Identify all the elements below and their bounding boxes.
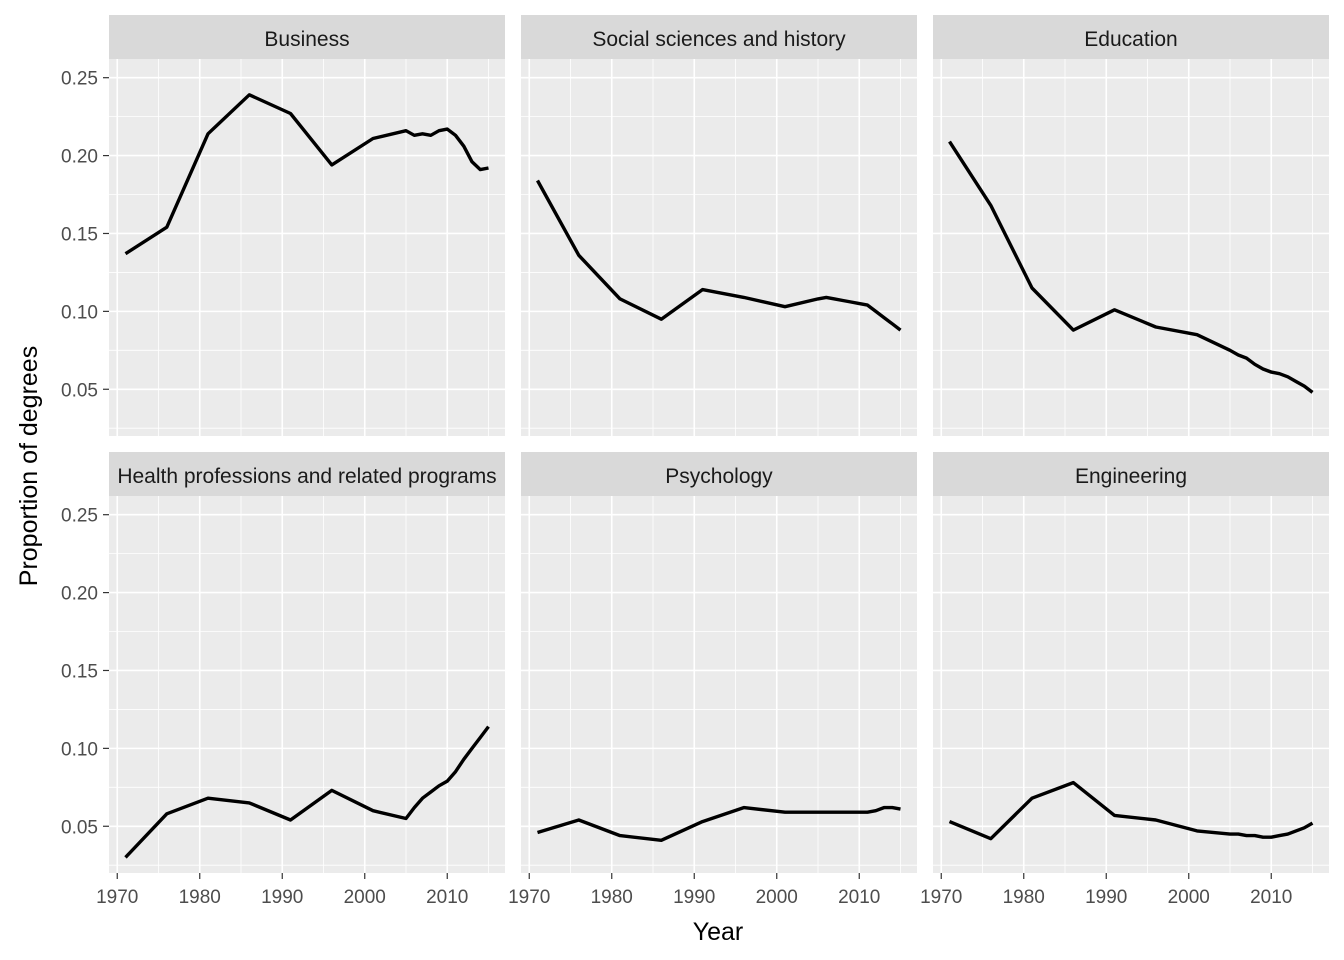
x-tick-label: 1980 (179, 887, 221, 908)
series-line (537, 805, 901, 842)
y-tick-label: 0.20 (61, 147, 98, 168)
axes: 0.05 0.10 0.15 0.20 0.25 0.05 0.10 0.15 0.20 0.25… (61, 69, 1292, 908)
x-axis-title: Year (693, 918, 744, 946)
x-tick-label: 1970 (96, 887, 138, 908)
facet-title: Business (264, 28, 349, 51)
y-tick-label: 0.10 (61, 739, 98, 760)
facet-strip (933, 15, 1329, 59)
x-tick-label: 1970 (508, 887, 550, 908)
x-tick-label: 1990 (1085, 887, 1127, 908)
facet-panel: Business (109, 15, 505, 436)
facet-title: Health professions and related programs (117, 465, 496, 488)
series-line (536, 179, 902, 332)
facet-title: Education (1084, 28, 1177, 51)
facet-strip (109, 15, 505, 59)
panel-background (521, 59, 917, 436)
y-tick-label: 0.25 (61, 69, 98, 90)
y-tick-label: 0.15 (61, 224, 98, 245)
series-line (948, 780, 1314, 841)
panel-background (109, 59, 505, 436)
facet-panel: Health professions and related programs (109, 452, 505, 873)
x-tick-label: 1990 (673, 887, 715, 908)
panel-background (933, 59, 1329, 436)
y-tick-label: 0.15 (61, 661, 98, 682)
x-tick-label: 2000 (1168, 887, 1210, 908)
y-tick-label: 0.20 (61, 584, 98, 605)
x-tick-label: 1980 (591, 887, 633, 908)
facet-title: Psychology (665, 465, 773, 488)
facet-panel: Psychology (521, 452, 917, 873)
x-tick-label: 2000 (756, 887, 798, 908)
y-axis-title: Proportion of degrees (15, 346, 43, 586)
facet-strip (109, 452, 505, 496)
y-tick-label: 0.10 (61, 302, 98, 323)
x-tick-label: 2010 (426, 887, 468, 908)
facet-panel: Education (933, 15, 1329, 436)
facet-strip (521, 15, 917, 59)
facet-strip (521, 452, 917, 496)
series-line (124, 93, 489, 256)
x-tick-label: 1970 (920, 887, 962, 908)
panel-background (933, 496, 1329, 873)
x-tick-label: 2000 (344, 887, 386, 908)
x-tick-label: 1980 (1003, 887, 1045, 908)
x-tick-label: 2010 (1250, 887, 1292, 908)
y-tick-label: 0.25 (61, 506, 98, 527)
facet-strip (933, 452, 1329, 496)
panel-background (109, 496, 505, 873)
facet-panels: Business Social sciences and history Educa… (109, 15, 1329, 873)
y-tick-label: 0.05 (61, 817, 98, 838)
series-line (124, 725, 490, 859)
facet-panel: Engineering (933, 452, 1329, 873)
series-line (948, 140, 1314, 394)
x-tick-label: 2010 (838, 887, 880, 908)
facet-title: Social sciences and history (592, 28, 846, 51)
facet-panel: Social sciences and history (521, 15, 917, 436)
x-tick-label: 1990 (261, 887, 303, 908)
panel-background (521, 496, 917, 873)
facet-title: Engineering (1075, 465, 1187, 488)
y-tick-label: 0.05 (61, 380, 98, 401)
